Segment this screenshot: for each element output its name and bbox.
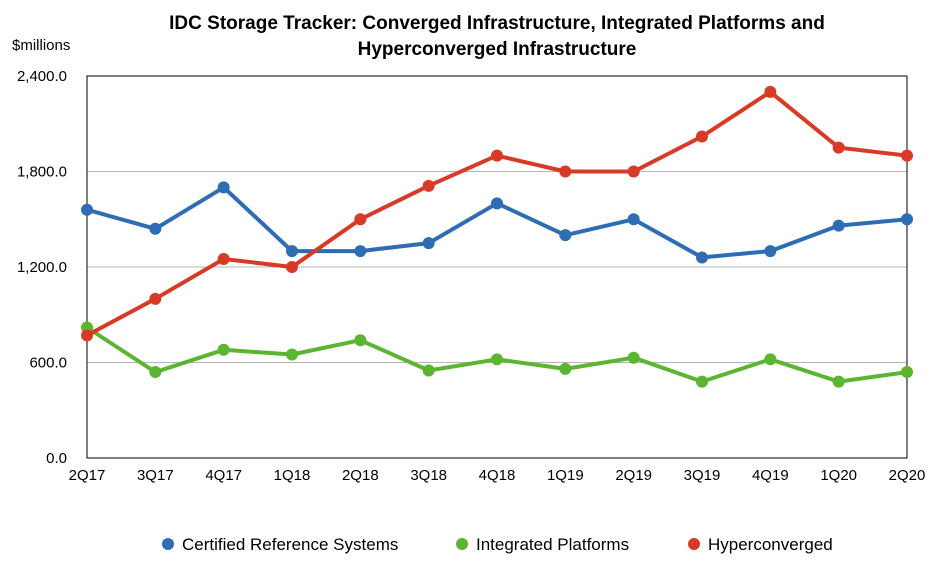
x-tick-label: 4Q19 xyxy=(752,467,789,484)
data-point-certified-reference-systems xyxy=(901,213,913,226)
data-point-certified-reference-systems xyxy=(491,197,503,210)
legend-marker xyxy=(456,538,468,550)
series-layer xyxy=(81,85,913,388)
data-point-integrated-platforms xyxy=(217,343,230,356)
data-point-certified-reference-systems xyxy=(286,245,298,258)
data-point-hyperconverged xyxy=(491,149,503,162)
x-tick-label: 3Q19 xyxy=(684,467,721,484)
data-point-integrated-platforms xyxy=(764,353,777,366)
x-tick-label: 4Q18 xyxy=(479,467,516,484)
data-point-hyperconverged xyxy=(81,329,93,342)
legend-item-hyperconverged: Hyperconverged xyxy=(688,535,833,554)
chart-title-line1: IDC Storage Tracker: Converged Infrastru… xyxy=(169,13,825,34)
x-tick-label: 2Q17 xyxy=(69,467,106,484)
legend-marker xyxy=(688,538,700,550)
data-point-integrated-platforms xyxy=(422,364,435,377)
data-point-certified-reference-systems xyxy=(764,245,777,258)
data-point-hyperconverged xyxy=(559,165,572,178)
data-point-certified-reference-systems xyxy=(832,219,845,232)
series-hyperconverged xyxy=(81,85,913,342)
data-point-integrated-platforms xyxy=(832,375,845,388)
data-point-hyperconverged xyxy=(764,85,777,98)
data-point-certified-reference-systems xyxy=(354,245,367,258)
legend-item-integrated-platforms: Integrated Platforms xyxy=(456,535,629,554)
x-tick-label: 1Q20 xyxy=(820,467,857,484)
series-integrated-platforms xyxy=(81,321,913,388)
legend-label: Certified Reference Systems xyxy=(182,535,398,554)
x-tick-label: 2Q19 xyxy=(615,467,652,484)
legend: Certified Reference Systems Integrated Pl… xyxy=(162,535,833,554)
y-tick-label: 1,200.0 xyxy=(17,259,67,276)
y-axis-label: $millions xyxy=(12,37,70,54)
data-point-integrated-platforms xyxy=(559,362,572,375)
data-point-certified-reference-systems xyxy=(81,203,93,216)
series-line-hyperconverged xyxy=(85,89,909,338)
x-tick-label: 4Q17 xyxy=(205,467,242,484)
y-tick-label: 1,800.0 xyxy=(17,164,67,181)
data-point-hyperconverged xyxy=(901,149,913,162)
x-tick-label: 2Q18 xyxy=(342,467,379,484)
data-point-certified-reference-systems xyxy=(422,237,435,250)
x-tick-label: 2Q20 xyxy=(889,467,926,484)
data-point-certified-reference-systems xyxy=(696,251,708,264)
data-point-certified-reference-systems xyxy=(627,213,640,226)
data-point-certified-reference-systems xyxy=(149,222,162,235)
data-point-integrated-platforms xyxy=(491,353,503,366)
y-tick-label: 0.0 xyxy=(46,450,67,467)
x-tick-label: 1Q19 xyxy=(547,467,584,484)
legend-marker xyxy=(162,538,174,550)
x-tick-label: 1Q18 xyxy=(274,467,311,484)
data-point-integrated-platforms xyxy=(354,334,367,347)
y-tick-label: 600.0 xyxy=(29,355,67,372)
x-tick-label: 3Q18 xyxy=(410,467,447,484)
data-point-hyperconverged xyxy=(696,130,708,143)
x-axis-ticks: 2Q17 3Q17 4Q17 1Q18 2Q18 3Q18 4Q18 1Q19 2Q19 3Q19… xyxy=(69,467,926,484)
data-point-integrated-platforms xyxy=(286,348,298,361)
data-point-hyperconverged xyxy=(149,292,162,305)
data-point-integrated-platforms xyxy=(149,366,162,379)
data-point-integrated-platforms xyxy=(696,375,708,388)
data-point-hyperconverged xyxy=(286,261,298,273)
legend-label: Hyperconverged xyxy=(708,535,833,554)
data-point-hyperconverged xyxy=(354,213,367,226)
data-point-integrated-platforms xyxy=(627,351,640,364)
data-point-integrated-platforms xyxy=(901,366,913,379)
series-certified-reference-systems xyxy=(81,181,913,264)
chart-title-line2: Hyperconverged Infrastructure xyxy=(358,39,637,60)
data-point-certified-reference-systems xyxy=(217,181,230,194)
data-point-hyperconverged xyxy=(832,141,845,154)
x-tick-label: 3Q17 xyxy=(137,467,174,484)
data-point-hyperconverged xyxy=(422,179,435,192)
data-point-certified-reference-systems xyxy=(559,229,572,242)
data-point-hyperconverged xyxy=(627,165,640,178)
plot-frame xyxy=(86,75,908,459)
y-axis-ticks: 0.0 600.0 1,200.0 1,800.0 2,400.0 xyxy=(17,68,67,467)
legend-item-certified-reference-systems: Certified Reference Systems xyxy=(162,535,398,554)
data-point-hyperconverged xyxy=(217,253,230,266)
legend-label: Integrated Platforms xyxy=(476,535,629,554)
y-tick-label: 2,400.0 xyxy=(17,68,67,85)
